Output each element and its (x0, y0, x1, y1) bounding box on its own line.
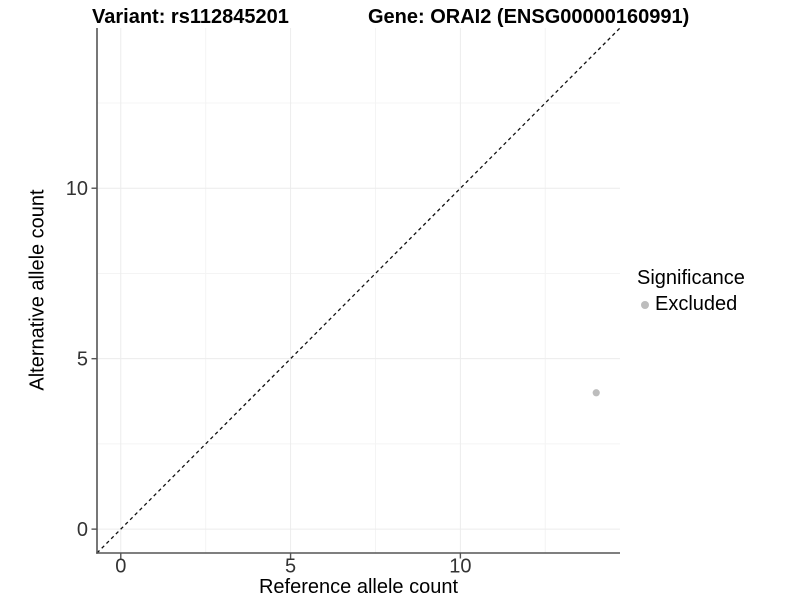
legend: Significance Excluded (637, 267, 745, 316)
data-point (592, 389, 600, 397)
x-tick-label: 0 (115, 556, 126, 578)
legend-entry-label: Excluded (655, 293, 738, 315)
legend-title: Significance (637, 267, 745, 289)
x-tick-label: 5 (285, 556, 296, 578)
y-tick-label: 0 (77, 519, 88, 541)
plot-title-gene: Gene: ORAI2 (ENSG00000160991) (368, 6, 690, 28)
x-axis-title: Reference allele count (258, 576, 458, 598)
legend-entry-excluded: Excluded (637, 293, 745, 316)
x-tick-label: 10 (449, 556, 471, 578)
plot-title-variant: Variant: rs112845201 (92, 6, 289, 28)
y-tick-label: 5 (77, 349, 88, 371)
y-axis-title: Alternative allele count (26, 189, 49, 391)
identity-line (96, 27, 621, 554)
y-tick-label: 10 (66, 178, 88, 200)
legend-point-icon (641, 300, 649, 309)
